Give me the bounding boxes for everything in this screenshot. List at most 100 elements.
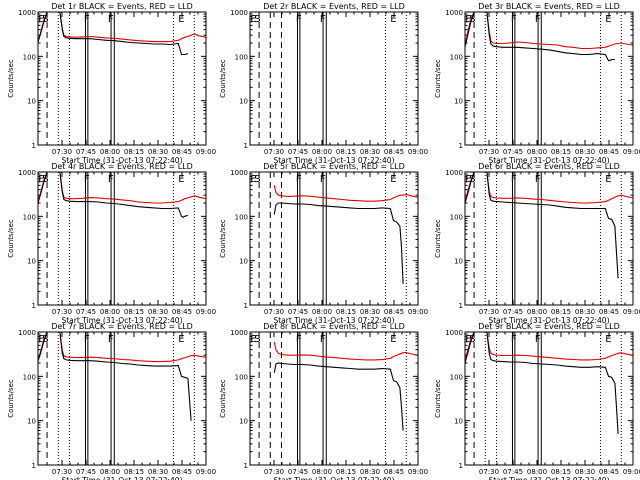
y-tick-label: 1000 [445,329,463,337]
x-tick-label: 08:45 [172,148,192,156]
x-tick-label: 07:30 [264,148,284,156]
panel-7: Det 7r BLACK = Events, RED = LLD 1 10 100 10… [7,322,216,480]
event-marker-letter: E [605,174,611,185]
event-marker-letter: S [42,14,48,25]
x-tick-label: 08:30 [148,308,168,316]
event-marker-letter: E [178,174,184,185]
x-tick-label: 09:00 [408,308,428,316]
x-axis-label: Start Time (31-Oct-13 07:22:40) [273,476,394,480]
x-tick-label: 08:00 [100,468,120,476]
panel-3: Det 3r BLACK = Events, RED = LLD 1 10 100 10… [434,2,640,165]
x-tick-label: 08:45 [599,148,619,156]
events-series-line [465,332,619,435]
plot-frame [464,11,634,146]
x-tick-label: 08:30 [360,148,380,156]
event-marker-letter: E [605,14,611,25]
lld-series-line [465,12,633,50]
x-axis-label: Start Time (31-Oct-13 07:22:40) [61,476,182,480]
event-marker-letter: E [390,174,396,185]
y-tick-label: 100 [450,213,463,221]
y-tick-label: 1 [244,302,248,310]
event-marker-letter: E [465,14,471,25]
events-series-line [38,172,189,218]
x-tick-label: 08:00 [100,148,120,156]
event-marker-letter: S [254,14,260,25]
event-marker-letter: F [511,14,517,25]
event-marker-letter: F [108,14,114,25]
x-tick-label: 08:15 [551,468,571,476]
panel-6: Det 6r BLACK = Events, RED = LLD 1 10 100 10… [434,162,640,325]
y-tick-label: 10 [27,98,36,106]
panel-9: Det 9r BLACK = Events, RED = LLD 1 10 100 10… [434,322,640,480]
lld-series-line [273,341,418,361]
x-tick-label: 07:45 [76,148,96,156]
event-marker-letter: E [38,14,44,25]
x-tick-label: 07:45 [288,308,308,316]
event-marker-letter: F [535,14,541,25]
y-axis-label: Counts/sec [434,379,442,418]
events-series-line [273,202,404,284]
y-axis-label: Counts/sec [7,379,15,418]
lld-series-line [38,172,206,204]
event-marker-letter: S [42,334,48,345]
x-tick-label: 07:30 [264,468,284,476]
y-tick-label: 1000 [18,169,36,177]
y-tick-label: 1 [459,302,463,310]
event-marker-letter: E [250,174,256,185]
y-tick-label: 100 [235,213,248,221]
x-tick-label: 08:00 [527,308,547,316]
x-tick-label: 08:15 [551,148,571,156]
event-marker-letter: F [84,174,90,185]
events-series-line [465,172,619,279]
x-tick-label: 08:00 [312,468,332,476]
panel-title: Det 6r BLACK = Events, RED = LLD [478,162,620,171]
plot-frame [464,171,634,306]
panel-2: Det 2r BLACK = Events, RED = LLD 1 10 100 10… [219,2,428,165]
event-marker-letter: E [38,334,44,345]
y-tick-label: 10 [239,98,248,106]
event-marker-letter: S [254,174,260,185]
x-tick-label: 07:45 [76,468,96,476]
x-tick-label: 09:00 [196,468,216,476]
x-tick-label: 08:30 [148,468,168,476]
lld-series-line [465,332,633,361]
event-marker-letter: E [178,334,184,345]
x-tick-label: 07:30 [52,148,72,156]
y-tick-label: 1 [459,462,463,470]
x-tick-label: 08:30 [148,148,168,156]
lld-series-line [273,185,418,202]
y-axis-label: Counts/sec [434,59,442,98]
y-tick-label: 1000 [230,329,248,337]
panel-title: Det 1r BLACK = Events, RED = LLD [51,2,193,11]
y-tick-label: 10 [454,98,463,106]
x-tick-label: 08:30 [360,468,380,476]
plot-frame [37,171,207,306]
y-tick-label: 100 [23,53,36,61]
y-tick-label: 1 [32,462,36,470]
x-axis-label: Start Time (31-Oct-13 07:22:40) [488,316,609,325]
event-marker-letter: E [390,14,396,25]
plot-frame [37,331,207,466]
x-tick-label: 08:30 [575,308,595,316]
y-tick-label: 1 [459,142,463,150]
event-marker-letter: F [84,334,90,345]
x-tick-label: 08:00 [527,148,547,156]
y-axis-label: Counts/sec [7,219,15,258]
event-marker-letter: F [296,174,302,185]
x-tick-label: 08:15 [124,468,144,476]
event-marker-letter: F [84,14,90,25]
panel-8: Det 8r BLACK = Events, RED = LLD 1 10 100 10… [219,322,428,480]
y-tick-label: 100 [235,373,248,381]
y-tick-label: 10 [454,418,463,426]
plot-frame [464,331,634,466]
event-marker-letter: F [320,174,326,185]
x-tick-label: 07:45 [288,148,308,156]
panel-title: Det 7r BLACK = Events, RED = LLD [51,322,193,331]
y-axis-label: Counts/sec [219,59,227,98]
x-axis-label: Start Time (31-Oct-13 07:22:40) [61,316,182,325]
y-tick-label: 1000 [445,169,463,177]
y-tick-label: 100 [450,373,463,381]
panel-title: Det 2r BLACK = Events, RED = LLD [263,2,405,11]
x-tick-label: 08:00 [100,308,120,316]
